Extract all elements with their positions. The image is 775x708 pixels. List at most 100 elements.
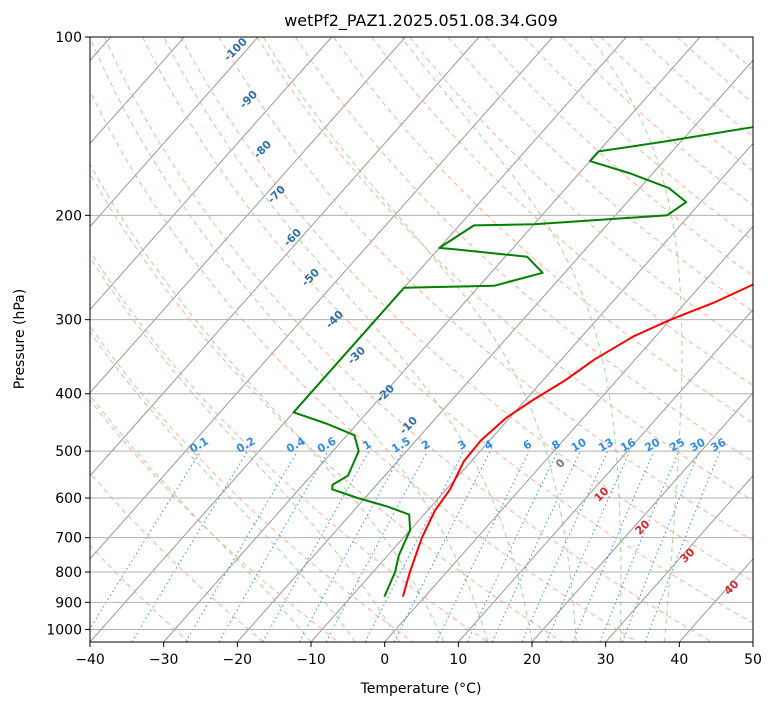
mixing-ratio-label: 0.4 (284, 434, 308, 455)
mixing-ratio-line (491, 450, 581, 642)
mixing-ratio-label: 6 (521, 437, 534, 452)
x-tick-label: 20 (523, 652, 541, 668)
moist-adiabat-line (90, 256, 400, 642)
mixing-ratio-line (467, 450, 559, 642)
x-tick-label: −30 (149, 652, 179, 668)
moist-adiabat-line (400, 37, 622, 642)
isotherm-line (90, 37, 406, 394)
mixing-ratio-line (572, 450, 655, 642)
mixing-ratio-label: 2 (419, 438, 432, 453)
mixing-ratio-line (218, 450, 329, 642)
mixing-ratio-label: 1.5 (389, 435, 412, 456)
isotherm-line (752, 641, 753, 642)
y-tick-label: 500 (55, 444, 82, 460)
y-tick-label: 600 (55, 491, 82, 507)
dry-adiabat-line (90, 544, 190, 642)
mixing-ratio-label: 0.6 (315, 434, 339, 455)
dry-adiabat-line (638, 37, 753, 138)
x-tick-label: 30 (597, 652, 615, 668)
isotherm-line (90, 37, 333, 311)
dry-adiabat-line (90, 250, 488, 642)
sounding-line (401, 283, 753, 597)
mixing-ratio-label: 25 (667, 436, 687, 455)
y-tick-label: 800 (55, 565, 82, 581)
mixing-ratio-label: 20 (643, 435, 663, 454)
mixing-ratio-line (262, 450, 370, 642)
chart-title: wetPf2_PAZ1.2025.051.08.34.G09 (284, 11, 558, 31)
isotherm-line (605, 475, 753, 642)
moist-adiabat-line (163, 37, 533, 642)
mixing-ratio-line (435, 450, 530, 642)
dry-adiabat-line (180, 37, 753, 582)
x-axis-title: Temperature (°C) (360, 681, 482, 697)
dry-adiabat-label: -30 (345, 344, 368, 367)
isotherm-line (90, 37, 480, 477)
dry-adiabat-line (447, 37, 753, 313)
dry-adiabat-label: -100 (221, 35, 250, 64)
dry-adiabat-line (90, 90, 638, 642)
mixing-ratio-label: 4 (482, 437, 495, 452)
isotherm-line (384, 225, 753, 642)
mixing-ratio-line (131, 450, 249, 642)
mixing-ratio-label: 1 (361, 438, 374, 453)
moist-adiabat-label: 0 (553, 456, 568, 471)
mixing-ratio-line (364, 450, 465, 642)
y-tick-label: 200 (55, 208, 82, 224)
x-tick-label: −20 (223, 652, 253, 668)
mixing-ratio-label: 3 (455, 438, 468, 453)
mixing-ratio-line (393, 450, 491, 642)
dry-adiabat-line (142, 37, 753, 624)
isotherm-line (90, 37, 185, 145)
mixing-ratio-line (185, 450, 299, 642)
moist-adiabat-line (90, 331, 356, 642)
dry-adiabat-line (90, 172, 563, 642)
y-tick-label: 1000 (46, 622, 82, 638)
dry-adiabat-line (256, 37, 753, 502)
dry-adiabat-line (90, 472, 264, 642)
x-tick-label: 40 (670, 652, 688, 668)
background-lines (90, 37, 775, 642)
mixing-ratio-label: 13 (596, 436, 616, 455)
mixing-ratio-line (90, 450, 202, 630)
sounding-series (292, 126, 753, 597)
mixing-ratio-label: 30 (688, 435, 708, 454)
mixing-ratio-line (644, 450, 721, 642)
isotherm-line (457, 308, 753, 642)
y-tick-label: 700 (55, 531, 82, 547)
moist-adiabat-line (262, 37, 577, 642)
dry-adiabat-line (294, 37, 753, 463)
dry-adiabat-line (333, 37, 753, 424)
moist-adiabat-label: 40 (722, 577, 742, 597)
line-labels: 0.1 0.2 0.4 0.6 1 1.5 2 3 4 6 8 10 13 16 20 25 30 36-100-… (187, 35, 741, 598)
x-tick-label: 0 (380, 652, 389, 668)
mixing-ratio-line (298, 450, 404, 642)
y-tick-label: 900 (55, 595, 82, 611)
dry-adiabat-label: -70 (265, 183, 288, 206)
dry-adiabat-line (90, 399, 339, 642)
dry-adiabat-label: -50 (299, 266, 322, 289)
plot-frame (89, 36, 754, 643)
isotherm-line (531, 391, 753, 642)
moist-adiabat-line (90, 394, 312, 642)
dry-adiabat-label: -40 (323, 308, 346, 331)
x-axis: −40 −30 −20 −10 0 10 20 30 40 50 (75, 642, 762, 668)
x-tick-label: −40 (75, 652, 105, 668)
isotherm-line (90, 37, 259, 228)
moist-adiabat-line (589, 37, 683, 642)
mixing-ratio-label: 8 (549, 438, 562, 453)
x-tick-label: 50 (744, 652, 762, 668)
y-tick-label: 400 (55, 387, 82, 403)
x-tick-label: 10 (449, 652, 467, 668)
mixing-ratio-line (621, 450, 700, 642)
dry-adiabat-label: -90 (237, 88, 260, 111)
mixing-ratio-line (545, 450, 631, 642)
dry-adiabat-line (754, 37, 775, 642)
y-axis: 100 200 300 400 500 600 700 800 900 1000 (46, 30, 90, 638)
y-tick-label: 300 (55, 313, 82, 329)
mixing-ratio-line (325, 450, 429, 642)
dry-adiabat-line (90, 325, 414, 642)
mixing-ratio-label: 36 (708, 435, 728, 454)
y-axis-title: Pressure (hPa) (12, 289, 28, 389)
